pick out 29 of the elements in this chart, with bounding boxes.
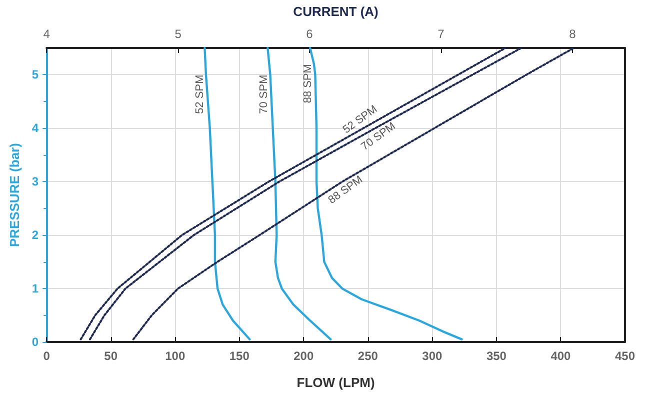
x2-tick-label: 5 bbox=[174, 27, 182, 41]
x-tick-label: 50 bbox=[104, 349, 118, 363]
y-tick-label: 5 bbox=[32, 68, 39, 82]
x-tick-label: 400 bbox=[550, 349, 572, 363]
x-tick-label: 350 bbox=[486, 349, 507, 363]
text: 88 SPM bbox=[326, 174, 365, 206]
y-tick-label: 3 bbox=[32, 174, 39, 189]
x-tick-label: 300 bbox=[422, 349, 443, 363]
text: 88 SPM bbox=[302, 64, 314, 104]
text: 52 SPM bbox=[194, 74, 206, 114]
text: 70 SPM bbox=[258, 74, 270, 114]
x-tick-label: 450 bbox=[614, 349, 636, 363]
x2-tick-label: 8 bbox=[569, 27, 576, 41]
x-tick-label: 250 bbox=[358, 349, 378, 363]
line-series bbox=[204, 46, 251, 340]
y-tick-label: 1 bbox=[32, 282, 39, 296]
x-tick-label: 100 bbox=[165, 349, 186, 363]
y-tick-label: 0 bbox=[32, 335, 39, 349]
x2-axis-title: CURRENT (A) bbox=[293, 4, 378, 19]
x2-tick-label: 4 bbox=[43, 27, 50, 41]
y-tick-label: 4 bbox=[32, 121, 39, 136]
x2-tick-label: 6 bbox=[306, 27, 314, 41]
x-tick-label: 0 bbox=[43, 349, 50, 363]
x-tick-label: 200 bbox=[294, 349, 314, 363]
y-axis-title: PRESSURE (bar) bbox=[7, 142, 22, 248]
x-tick-label: 150 bbox=[229, 349, 250, 363]
x-axis-title: FLOW (LPM) bbox=[296, 375, 375, 390]
x2-tick-label: 7 bbox=[438, 27, 445, 41]
y-tick-label: 2 bbox=[32, 228, 39, 242]
